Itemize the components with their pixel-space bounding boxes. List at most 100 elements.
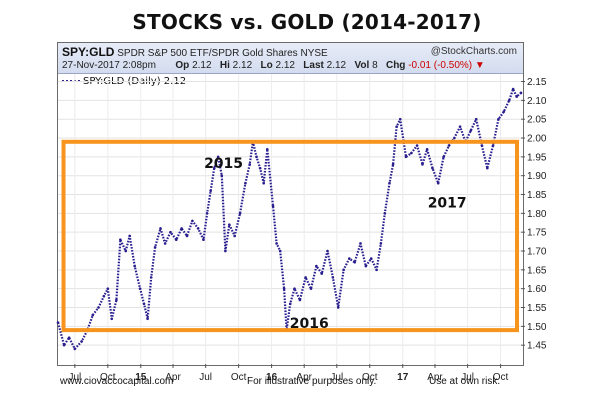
data-point bbox=[425, 148, 429, 151]
data-point bbox=[395, 125, 398, 129]
range-box bbox=[61, 139, 519, 333]
chart-panel: SPY:GLD SPDR S&P 500 ETF/SPDR Gold Share… bbox=[57, 42, 524, 366]
data-point bbox=[453, 136, 456, 140]
year-annotation: 2015 bbox=[204, 156, 243, 172]
data-point bbox=[415, 144, 419, 147]
data-point bbox=[265, 148, 269, 151]
x-tick-label: 16 bbox=[266, 372, 278, 383]
y-tick-label: 1.90 bbox=[527, 171, 547, 182]
open-value: 2.12 bbox=[192, 60, 212, 71]
x-tick-label: Oct bbox=[231, 372, 247, 383]
last-label: Last bbox=[303, 60, 324, 71]
change-label: Chg bbox=[385, 60, 406, 71]
down-triangle-icon: ▼ bbox=[474, 60, 485, 71]
x-tick-label: Jul bbox=[68, 372, 81, 383]
footer: www.ciovaccocapital.com For illustrative… bbox=[0, 376, 614, 392]
x-tick-label: Apr bbox=[165, 372, 181, 383]
exchange-label: NYSE bbox=[300, 48, 328, 59]
data-point bbox=[159, 227, 162, 230]
header-info-line: SPY:GLD SPDR S&P 500 ETF/SPDR Gold Share… bbox=[62, 45, 328, 59]
y-tick-label: 2.00 bbox=[527, 134, 547, 145]
y-tick-label: 1.70 bbox=[527, 247, 547, 258]
data-point bbox=[244, 181, 247, 185]
data-point bbox=[62, 343, 66, 347]
low-value: 2.12 bbox=[275, 60, 295, 71]
quote-line: 27-Nov-2017 2:08pm Op 2.12 Hi 2.12 Lo 2.… bbox=[62, 60, 485, 71]
series-layer bbox=[56, 87, 523, 351]
data-point bbox=[436, 181, 440, 185]
annotation-layer: 2015 2016 2017 bbox=[204, 156, 467, 332]
low-label: Lo bbox=[260, 60, 273, 71]
series-line bbox=[56, 88, 522, 350]
data-point bbox=[110, 317, 114, 321]
data-point bbox=[146, 317, 149, 321]
volume-value: 8 bbox=[372, 60, 378, 71]
footer-website: www.ciovaccocapital.com bbox=[60, 376, 174, 387]
data-point bbox=[304, 276, 307, 279]
data-point bbox=[388, 181, 391, 185]
volume-label: Vol bbox=[354, 60, 370, 71]
high-label: Hi bbox=[219, 60, 230, 71]
y-tick-label: 1.75 bbox=[527, 228, 547, 239]
x-tick-label: Apr bbox=[296, 372, 312, 383]
data-point bbox=[258, 166, 262, 170]
data-point bbox=[491, 144, 495, 147]
x-tick-label: 17 bbox=[397, 372, 409, 383]
data-point bbox=[238, 212, 242, 215]
data-point bbox=[342, 268, 345, 272]
y-tick-label: 2.05 bbox=[527, 115, 547, 126]
data-point bbox=[486, 166, 489, 170]
data-point bbox=[515, 95, 518, 98]
data-point bbox=[227, 223, 231, 226]
data-point bbox=[124, 249, 128, 253]
data-point bbox=[205, 212, 209, 215]
data-point bbox=[293, 287, 296, 290]
chart-header: SPY:GLD SPDR S&P 500 ETF/SPDR Gold Share… bbox=[58, 43, 523, 74]
data-point bbox=[163, 242, 167, 245]
data-point bbox=[364, 264, 368, 268]
x-tick-label: Jul bbox=[461, 372, 474, 383]
data-point bbox=[421, 163, 424, 166]
data-point bbox=[383, 212, 387, 215]
y-tick-label: 1.55 bbox=[527, 303, 547, 314]
data-point bbox=[196, 227, 200, 230]
data-point bbox=[138, 287, 142, 290]
data-point bbox=[271, 204, 275, 208]
legend-swatch bbox=[62, 80, 80, 82]
data-point bbox=[348, 257, 351, 260]
y-tick-label: 1.45 bbox=[527, 341, 547, 352]
open-label: Op bbox=[175, 60, 190, 71]
data-point bbox=[458, 125, 462, 129]
data-point bbox=[212, 166, 216, 170]
y-tick-label: 2.15 bbox=[527, 77, 547, 88]
data-point bbox=[119, 238, 122, 242]
data-point bbox=[315, 264, 318, 268]
data-point bbox=[502, 110, 506, 113]
data-point bbox=[142, 302, 146, 306]
y-tick-label: 1.95 bbox=[527, 152, 547, 163]
data-point bbox=[275, 242, 278, 245]
data-point bbox=[278, 249, 282, 253]
x-tick-label: Oct bbox=[493, 372, 509, 383]
data-point bbox=[288, 302, 292, 306]
data-point bbox=[369, 257, 373, 260]
data-point bbox=[309, 287, 313, 290]
data-point bbox=[67, 336, 71, 339]
symbol-label: SPY:GLD bbox=[62, 45, 115, 59]
x-tick-label: Apr bbox=[427, 372, 443, 383]
data-point bbox=[336, 306, 340, 309]
data-point bbox=[353, 261, 357, 264]
data-point bbox=[320, 272, 324, 275]
last-value: 2.12 bbox=[326, 60, 347, 71]
data-point bbox=[91, 313, 95, 317]
data-point bbox=[133, 264, 136, 268]
data-point bbox=[80, 340, 83, 343]
symbol-description: SPDR S&P 500 ETF/SPDR Gold Shares bbox=[117, 48, 298, 59]
data-point bbox=[410, 151, 413, 155]
data-point bbox=[497, 117, 500, 121]
data-point bbox=[331, 276, 335, 279]
data-point bbox=[149, 276, 153, 279]
data-point bbox=[398, 117, 402, 121]
y-tick-label: 1.85 bbox=[527, 190, 547, 201]
